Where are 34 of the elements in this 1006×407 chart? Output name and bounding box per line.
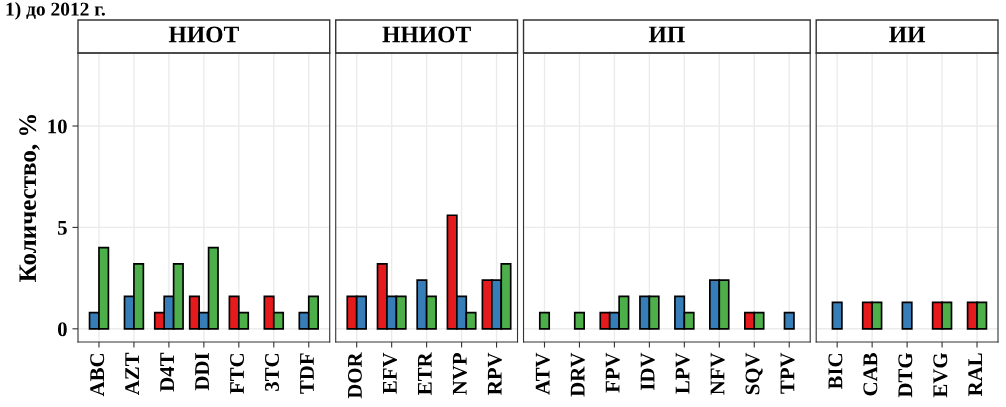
x-tick-label: 3TC (265, 354, 279, 391)
x-tick-label: DDI (195, 353, 209, 391)
x-tick-label: NVP (452, 353, 467, 395)
x-tick-label: RPV (487, 352, 502, 395)
chart-title: ИИ (889, 26, 926, 43)
x-tick-label: ABC (90, 354, 105, 397)
y-axis-title: Количество, % (19, 115, 40, 282)
x-tick-label: FPV (605, 352, 620, 393)
x-tick-label: ETR (417, 352, 432, 395)
x-tick-label: RAL (968, 353, 983, 397)
x-tick-label: CAB (863, 353, 878, 396)
x-tick-label: DRV (570, 352, 585, 397)
text: 1) до 2012 г. (6, 2, 105, 20)
x-tick-label: DTG (898, 352, 913, 398)
x-tick-label: EVG (933, 352, 948, 398)
x-tick-label: NFV (710, 352, 725, 395)
x-tick-label: LPV (675, 352, 690, 394)
x-tick-label: EFV (383, 352, 397, 394)
x-tick-label: SQV (745, 352, 763, 395)
y-tick-label: 0 (57, 322, 67, 337)
x-tick-label: AZT (125, 352, 139, 396)
y-tick-label: 10 (48, 119, 67, 134)
x-tick-label: TDF (300, 353, 314, 394)
x-tick-label: FTC (230, 354, 245, 394)
x-tick-label: IDV (640, 352, 655, 390)
y-tick-label: 5 (58, 221, 67, 235)
chart-title: ННИОТ (382, 26, 471, 43)
x-tick-label: TPV (780, 352, 795, 394)
chart-title: НИОТ (168, 26, 239, 43)
x-tick-label: D4T (160, 352, 174, 392)
x-tick-label: DOR (347, 352, 362, 399)
chart-title: ИП (648, 26, 685, 43)
x-tick-label: ATV (535, 352, 550, 395)
x-tick-label: BIC (828, 354, 843, 390)
